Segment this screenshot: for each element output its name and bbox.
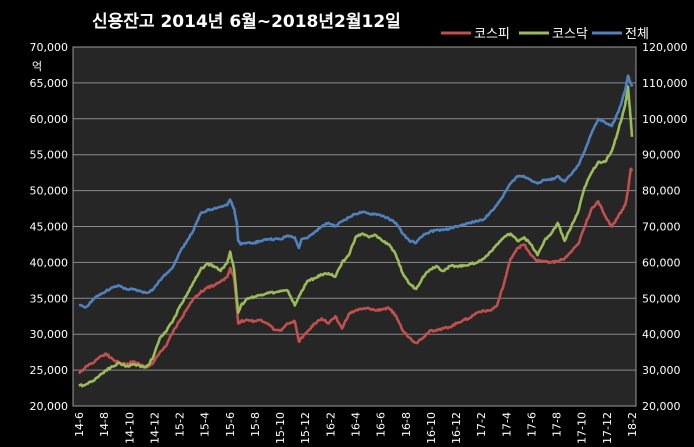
x-tick-label: 17-8 [551, 412, 564, 437]
left-tick-label: 60,000 [30, 113, 69, 126]
x-tick-label: 15-12 [299, 412, 312, 444]
series-line-전체 [78, 74, 634, 309]
x-tick-label: 16-12 [450, 412, 463, 444]
left-tick-label: 55,000 [30, 149, 69, 162]
left-tick-label: 65,000 [30, 77, 69, 90]
left-axis-unit-label: 억 [32, 60, 42, 73]
right-tick-label: 20,000 [642, 400, 681, 413]
legend-label: 전체 [625, 27, 649, 42]
series-line-코스닥 [78, 85, 634, 388]
right-tick-label: 120,000 [642, 41, 688, 54]
x-tick-label: 17-2 [475, 412, 488, 437]
x-tick-label: 16-10 [425, 412, 438, 444]
series-line-코스피 [77, 167, 634, 375]
right-tick-label: 80,000 [642, 185, 681, 198]
right-tick-label: 30,000 [642, 364, 681, 377]
x-tick-label: 14-12 [148, 412, 161, 444]
left-tick-label: 25,000 [30, 364, 69, 377]
x-tick-label: 14-6 [73, 412, 86, 437]
x-tick-label: 16-8 [400, 412, 413, 437]
legend-label: 코스닥 [552, 27, 588, 42]
right-axis: 20,000 30,000 40,000 50,000 60,000 70,000 80,0… [642, 41, 688, 413]
x-tick-label: 18-2 [626, 412, 639, 437]
x-tick-label: 15-8 [249, 412, 262, 437]
plot-border [72, 46, 637, 407]
left-tick-label: 50,000 [30, 185, 69, 198]
grid-lines [73, 82, 636, 371]
legend: 코스피 코스닥 전체 [441, 27, 649, 42]
x-tick-label: 14-8 [98, 412, 111, 437]
x-tick-label: 17-4 [500, 412, 513, 437]
x-tick-label: 16-2 [324, 412, 337, 437]
x-tick-label: 15-2 [174, 412, 187, 437]
x-tick-label: 17-10 [576, 412, 589, 444]
x-tick-label: 15-4 [199, 412, 212, 437]
x-tick-label: 14-10 [123, 412, 136, 444]
right-tick-label: 110,000 [642, 77, 688, 90]
x-tick-label: 15-6 [224, 412, 237, 437]
right-tick-label: 100,000 [642, 113, 688, 126]
right-tick-label: 60,000 [642, 256, 681, 269]
x-tick-label: 16-6 [375, 412, 388, 437]
right-tick-label: 70,000 [642, 221, 681, 234]
left-tick-label: 70,000 [30, 41, 69, 54]
right-tick-label: 40,000 [642, 328, 681, 341]
left-tick-label: 45,000 [30, 221, 69, 234]
x-axis: 14-6 14-8 14-10 14-12 15-2 15-4 15-6 15-8 15-10 1… [73, 412, 639, 444]
x-tick-label: 17-6 [525, 412, 538, 437]
right-tick-label: 50,000 [642, 292, 681, 305]
legend-label: 코스피 [474, 27, 510, 42]
left-tick-label: 20,000 [30, 400, 69, 413]
left-axis: 20,000 25,000 30,000 35,000 40,000 45,000 50,0… [30, 41, 69, 413]
x-tick-label: 17-12 [601, 412, 614, 444]
right-tick-label: 90,000 [642, 149, 681, 162]
left-tick-label: 30,000 [30, 328, 69, 341]
x-tick-label: 15-10 [274, 412, 287, 444]
chart-title: 신용잔고 2014년 6월~2018년2월12일 [92, 12, 401, 32]
left-tick-label: 40,000 [30, 256, 69, 269]
left-tick-label: 35,000 [30, 292, 69, 305]
x-tick-label: 16-4 [350, 412, 363, 437]
series-layer [77, 74, 634, 388]
